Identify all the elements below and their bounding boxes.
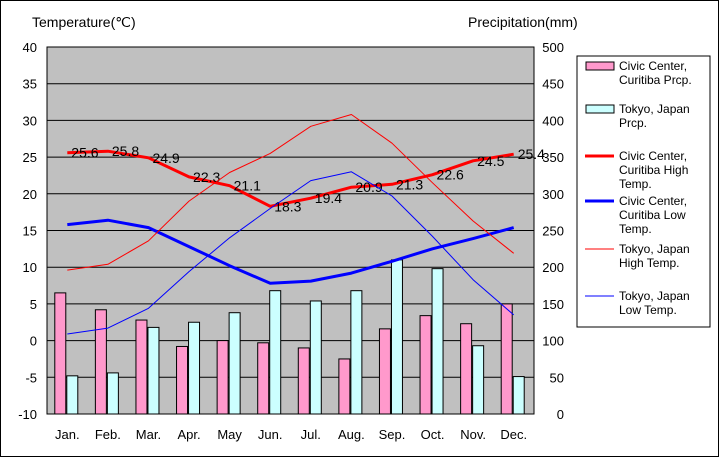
x-tick-label: Jul. xyxy=(301,427,321,442)
y-right-tick-label: 500 xyxy=(542,40,564,55)
x-tick-label: Aug. xyxy=(338,427,365,442)
y-right-axis-label: Precipitation(mm) xyxy=(468,14,578,30)
y-left-tick-label: -5 xyxy=(25,370,37,385)
bar-0-4 xyxy=(216,340,229,415)
legend-label: Tokyo, Japan xyxy=(619,289,690,303)
x-tick-label: Feb. xyxy=(95,427,121,442)
bar-1-10 xyxy=(472,345,485,415)
bar-1-0 xyxy=(66,375,79,415)
legend-label: Curitiba High xyxy=(619,163,688,177)
y-right-tick-label: 100 xyxy=(542,334,564,349)
legend-label: Civic Center, xyxy=(619,194,687,208)
y-right-tick-label: 400 xyxy=(542,113,564,128)
y-right-tick-label: 450 xyxy=(542,77,564,92)
legend-label: Tokyo, Japan xyxy=(619,242,690,256)
bar-0-3 xyxy=(176,345,189,415)
y-left-tick-label: 10 xyxy=(23,260,37,275)
bar-0-0 xyxy=(54,292,67,415)
bar-0-1 xyxy=(94,309,107,415)
data-label: 24.5 xyxy=(477,153,504,169)
data-label: 21.3 xyxy=(396,176,423,192)
bar-0-9 xyxy=(419,315,432,415)
legend-label: Temp. xyxy=(619,177,652,191)
y-left-tick-label: 20 xyxy=(23,187,37,202)
y-left-axis-label: Temperature(℃) xyxy=(32,14,136,30)
y-left-tick-label: 15 xyxy=(23,224,37,239)
series-line-2 xyxy=(67,149,514,208)
bar-1-2 xyxy=(147,326,160,415)
bar-1-9 xyxy=(431,268,444,415)
series-line-3 xyxy=(67,218,515,285)
y-left-tick-label: -10 xyxy=(18,407,37,422)
x-tick-label: Nov. xyxy=(460,427,486,442)
data-label: 22.6 xyxy=(437,167,464,183)
bar-1-8 xyxy=(390,259,403,415)
bar-1-11 xyxy=(512,376,525,415)
x-tick-label: Oct. xyxy=(421,427,445,442)
y-right-tick-label: 150 xyxy=(542,297,564,312)
x-tick-label: Jun. xyxy=(258,427,283,442)
data-label: 25.4 xyxy=(518,146,545,162)
y-left-tick-label: 25 xyxy=(23,150,37,165)
legend-label: Temp. xyxy=(619,222,652,236)
data-label: 21.1 xyxy=(234,178,261,194)
data-label: 25.8 xyxy=(112,143,139,159)
legend-label: High Temp. xyxy=(619,256,679,270)
bar-0-6 xyxy=(297,347,310,415)
legend-label: Curitiba Low xyxy=(619,208,686,222)
y-right-tick-label: 200 xyxy=(542,260,564,275)
legend-swatch-0 xyxy=(585,61,615,71)
data-label: 24.9 xyxy=(152,150,179,166)
series-line-4 xyxy=(67,114,515,271)
x-tick-label: Jan. xyxy=(55,427,80,442)
bar-0-7 xyxy=(338,358,351,415)
data-label: 22.3 xyxy=(193,169,220,185)
data-label: 25.6 xyxy=(71,145,98,161)
data-label: 19.4 xyxy=(315,190,342,206)
legend-label: Curitiba Prcp. xyxy=(619,73,692,87)
bar-1-1 xyxy=(106,372,119,415)
x-tick-label: Sep. xyxy=(379,427,406,442)
x-tick-label: May xyxy=(217,427,242,442)
legend-label: Tokyo, Japan xyxy=(619,102,690,116)
bar-0-11 xyxy=(500,303,513,415)
bar-0-8 xyxy=(378,328,391,415)
bar-0-2 xyxy=(135,319,148,415)
bar-1-7 xyxy=(350,290,363,415)
legend-swatch-1 xyxy=(585,104,615,114)
bar-1-3 xyxy=(188,321,201,415)
bar-1-4 xyxy=(228,312,241,415)
plot-area: -10-505101520253035400501001502002503003… xyxy=(18,40,564,442)
data-label: 20.9 xyxy=(355,179,382,195)
y-left-tick-label: 35 xyxy=(23,77,37,92)
y-left-tick-label: 0 xyxy=(30,334,37,349)
legend-label: Civic Center, xyxy=(619,149,687,163)
x-tick-label: Dec. xyxy=(500,427,527,442)
bar-1-5 xyxy=(269,290,282,415)
y-right-tick-label: 350 xyxy=(542,150,564,165)
y-left-tick-label: 5 xyxy=(30,297,37,312)
x-tick-label: Mar. xyxy=(136,427,161,442)
bar-1-6 xyxy=(309,300,322,415)
bar-0-5 xyxy=(257,342,270,415)
x-tick-label: Apr. xyxy=(177,427,200,442)
y-right-tick-label: 250 xyxy=(542,224,564,239)
y-right-tick-label: 300 xyxy=(542,187,564,202)
data-label: 18.3 xyxy=(274,198,301,214)
y-right-tick-label: 50 xyxy=(550,370,564,385)
bar-0-10 xyxy=(460,323,473,415)
y-left-tick-label: 30 xyxy=(23,113,37,128)
y-left-tick-label: 40 xyxy=(23,40,37,55)
legend-label: Prcp. xyxy=(619,116,647,130)
legend-box xyxy=(576,55,711,328)
series-line-5 xyxy=(67,171,515,335)
legend-label: Low Temp. xyxy=(619,303,677,317)
legend-label: Civic Center, xyxy=(619,59,687,73)
legend: Civic Center,Curitiba Prcp.Tokyo, JapanP… xyxy=(576,55,711,328)
y-right-tick-label: 0 xyxy=(557,407,564,422)
